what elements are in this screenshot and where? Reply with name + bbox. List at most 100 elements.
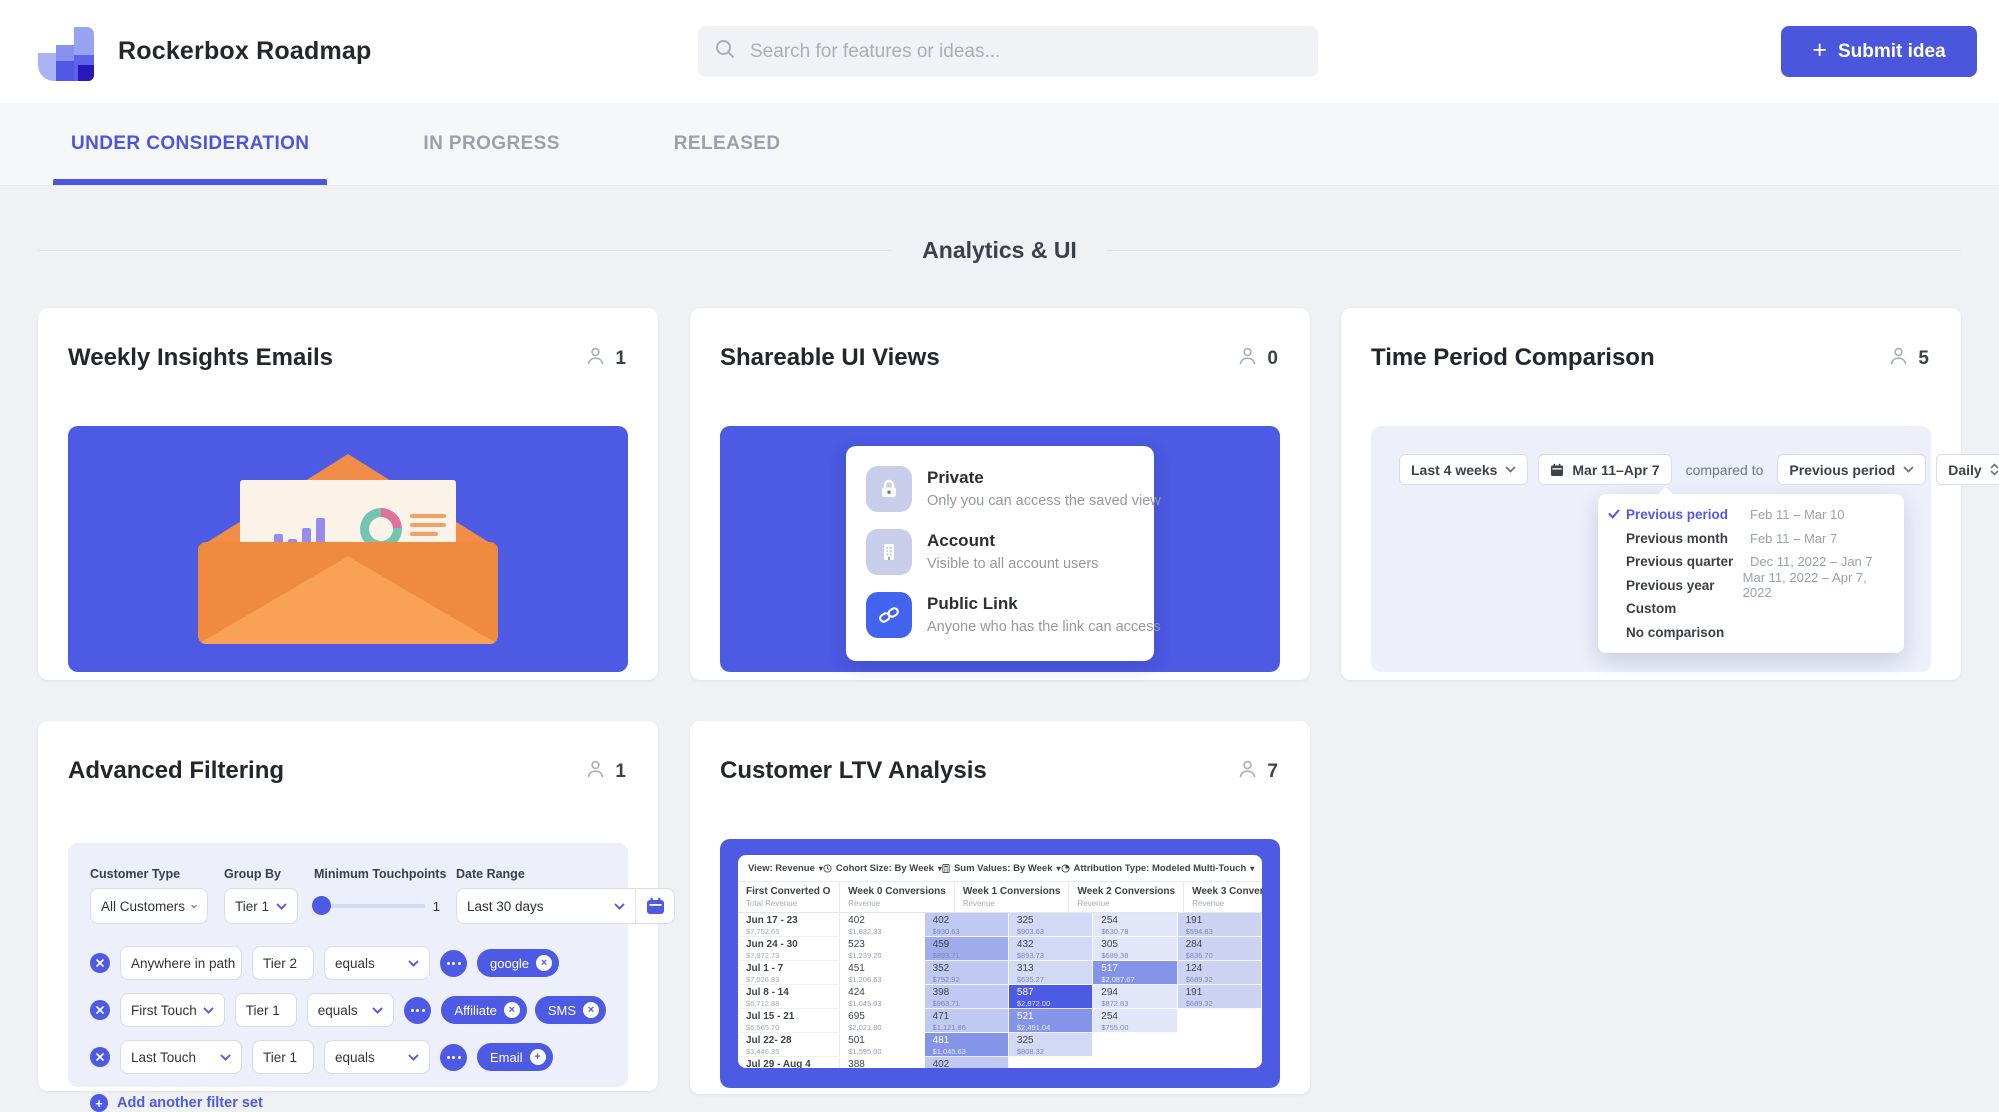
tier-select[interactable]: Tier 2	[252, 946, 314, 980]
table-cell: 523 $1,239.20	[840, 937, 925, 961]
dropdown-caret-icon: ▾	[937, 863, 942, 873]
cohort-size-select[interactable]: Cohort Size: By Week ▾	[823, 863, 942, 874]
vote-counter[interactable]: 1	[585, 346, 626, 371]
card-shareable-ui-views[interactable]: Shareable UI Views 0 Private Only you ca…	[690, 308, 1310, 680]
check-icon	[1608, 507, 1626, 522]
app-header: Rockerbox Roadmap + Submit idea	[0, 0, 1999, 103]
submit-idea-button[interactable]: + Submit idea	[1781, 26, 1977, 77]
date-range-select[interactable]: Last 30 days	[457, 889, 636, 923]
operator-select[interactable]: equals	[306, 993, 395, 1027]
table-cell	[1177, 1009, 1262, 1033]
calculator-icon	[942, 863, 950, 873]
period-cell: Jul 8 - 14 $6,712.88	[738, 985, 841, 1009]
comparison-option[interactable]: Previous period Feb 11 – Mar 10	[1598, 503, 1904, 527]
chevron-down-icon	[191, 904, 197, 908]
divider-line	[38, 250, 893, 251]
add-filter-set-link[interactable]: + Add another filter set	[90, 1094, 606, 1112]
table-row: Jun 17 - 23 $7,752.65 402 $1,832.33	[738, 913, 1262, 937]
column-header: Week 2 Conversions Revenue	[1069, 882, 1185, 913]
filter-row: Last Touch Tier 1 equals	[90, 1040, 606, 1074]
comparison-option[interactable]: Previous quarter Dec 11, 2022 – Jan 7	[1598, 550, 1904, 574]
chip-action-icon[interactable]	[583, 1002, 599, 1018]
table-cell: 254 $630.78	[1093, 913, 1178, 937]
slider-knob[interactable]	[312, 896, 331, 915]
tab[interactable]: UNDER CONSIDERATION	[52, 103, 328, 185]
card-weekly-insights-emails[interactable]: Weekly Insights Emails 1	[38, 308, 658, 680]
more-options-button[interactable]	[440, 949, 467, 977]
card-customer-ltv-analysis[interactable]: Customer LTV Analysis 7 View: Revenue ▾ C…	[690, 721, 1310, 1094]
person-icon	[1888, 346, 1909, 371]
tier-select[interactable]: Tier 1	[234, 993, 297, 1027]
vote-counter[interactable]: 5	[1888, 346, 1929, 371]
chip-action-icon[interactable]	[529, 1049, 546, 1065]
more-options-button[interactable]	[440, 1043, 467, 1071]
card-advanced-filtering[interactable]: Advanced Filtering 1 Customer Type All C…	[38, 721, 675, 1112]
cohort-table: View: Revenue ▾ Cohort Size: By Week ▾ Sum…	[738, 855, 1262, 1068]
filter-chip[interactable]: Affiliate	[441, 996, 527, 1024]
field-select[interactable]: Anywhere in path	[120, 946, 242, 980]
tab-label: UNDER CONSIDERATION	[71, 133, 310, 154]
customer-type-select[interactable]: All Customers	[90, 888, 208, 924]
tier-select[interactable]: Tier 1	[252, 1040, 314, 1074]
attribution-type-select[interactable]: Attribution Type: Modeled Multi-Touch ▾	[1060, 863, 1254, 874]
comparison-dropdown-menu: Previous period Feb 11 – Mar 10 Previous…	[1598, 494, 1904, 653]
filter-chip[interactable]: google	[477, 949, 560, 977]
range-select[interactable]: Last 4 weeks	[1399, 454, 1529, 485]
share-option-private[interactable]: Private Only you can access the saved vi…	[866, 466, 1161, 512]
field-select[interactable]: Last Touch	[120, 1040, 242, 1074]
period-cell: Jun 24 - 30 $7,872.73	[738, 937, 841, 961]
filter-row: First Touch Tier 1 equals	[90, 993, 606, 1027]
comparison-select[interactable]: Previous period	[1777, 454, 1927, 485]
comparison-option[interactable]: Previous month Feb 11 – Mar 7	[1598, 527, 1904, 551]
option-label: Previous period	[1626, 507, 1729, 523]
date-range-display[interactable]: Mar 11–Apr 7	[1538, 454, 1672, 485]
more-options-button[interactable]	[404, 996, 432, 1024]
vote-counter[interactable]: 7	[1237, 759, 1278, 784]
chip-action-icon[interactable]	[503, 1002, 520, 1018]
remove-filter-button[interactable]	[90, 953, 110, 973]
remove-filter-button[interactable]	[90, 1047, 110, 1067]
comparison-option[interactable]: No comparison	[1598, 621, 1904, 645]
granularity-select[interactable]: Daily	[1936, 454, 1999, 485]
search-input[interactable]	[748, 39, 1302, 64]
remove-filter-button[interactable]	[90, 1000, 110, 1020]
table-body: Jun 17 - 23 $7,752.65 402 $1,832.33	[738, 913, 1262, 1068]
comparison-option[interactable]: Previous year Mar 11, 2022 – Apr 7, 2022	[1598, 570, 1904, 600]
share-option-public-link[interactable]: Public Link Anyone who has the link can …	[866, 592, 1161, 638]
vote-counter[interactable]: 0	[1237, 346, 1278, 371]
table-cell: 402 $731.30	[924, 1057, 1009, 1068]
option-dates: Feb 11 – Mar 10	[1750, 507, 1845, 523]
table-cell: 501 $1,595.00	[840, 1033, 925, 1057]
tab[interactable]: RELEASED	[674, 103, 781, 185]
operator-select[interactable]: equals	[324, 946, 430, 980]
vote-count: 1	[615, 760, 626, 782]
column-header: Week 3 Conversions Revenue	[1184, 882, 1262, 913]
plus-circle-icon: +	[90, 1094, 108, 1112]
vote-counter[interactable]: 1	[585, 759, 626, 784]
sum-values-select[interactable]: Sum Values: By Week ▾	[942, 863, 1061, 874]
card-time-period-comparison[interactable]: Time Period Comparison 5 Last 4 weeks Ma…	[1341, 308, 1999, 680]
table-cell: 284 $836.70	[1177, 937, 1262, 961]
comparison-option[interactable]: Custom	[1598, 597, 1904, 621]
chevron-down-icon	[220, 1054, 231, 1061]
view-select[interactable]: View: Revenue ▾	[748, 862, 823, 874]
touchpoints-slider[interactable]	[312, 896, 425, 915]
chip-action-icon[interactable]	[536, 955, 553, 971]
person-icon	[585, 346, 606, 371]
lock-icon	[866, 466, 912, 512]
page-title: Rockerbox Roadmap	[118, 37, 372, 65]
operator-select[interactable]: equals	[324, 1040, 430, 1074]
table-cell: 352 $752.92	[924, 961, 1009, 985]
share-option-account[interactable]: Account Visible to all account users	[866, 529, 1132, 575]
card-title: Shareable UI Views	[720, 344, 940, 371]
filter-chip[interactable]: SMS	[534, 996, 606, 1024]
tab[interactable]: IN PROGRESS	[423, 103, 559, 185]
table-cell: 191 $594.83	[1177, 913, 1262, 937]
filter-chip[interactable]: Email	[477, 1043, 553, 1071]
search-bar[interactable]	[698, 26, 1318, 77]
group-by-select[interactable]: Tier 1	[224, 888, 298, 924]
table-cell: 388 $1,021.94	[840, 1057, 925, 1068]
period-cell: Jul 29 - Aug 4 $1,753.84	[738, 1057, 841, 1068]
field-select[interactable]: First Touch	[120, 993, 225, 1027]
calendar-button[interactable]	[636, 889, 674, 923]
